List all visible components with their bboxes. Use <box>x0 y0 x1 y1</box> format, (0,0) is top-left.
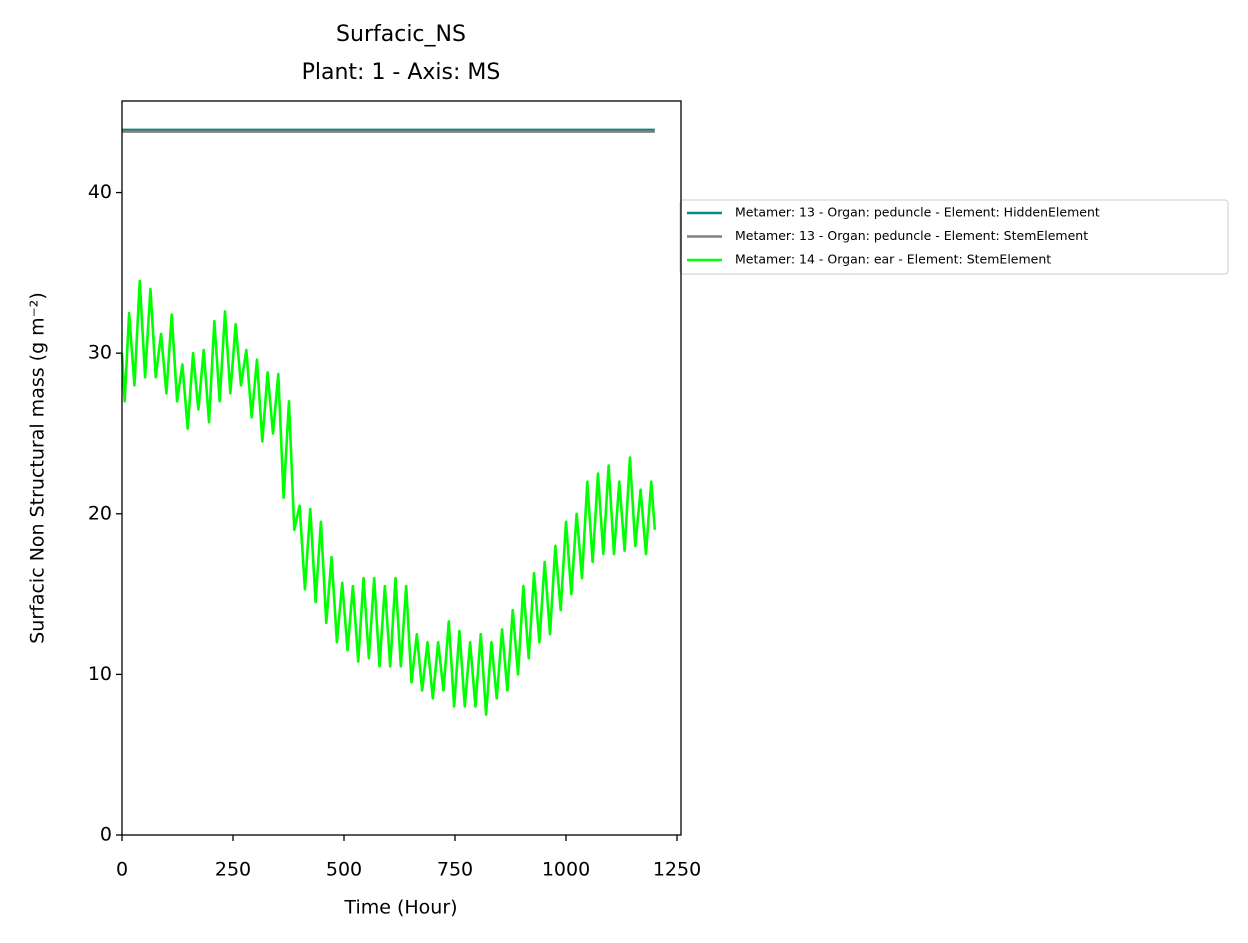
legend-label: Metamer: 13 - Organ: peduncle - Element:… <box>735 205 1100 220</box>
chart-title: Surfacic_NS <box>336 22 466 47</box>
x-tick-label: 1000 <box>542 859 590 881</box>
plot-frame <box>121 100 682 836</box>
x-tick-label: 0 <box>116 859 128 881</box>
y-tick-label: 40 <box>88 181 112 203</box>
y-axis-label: Surfacic Non Structural mass (g m⁻²) <box>27 292 49 644</box>
y-tick-label: 20 <box>88 502 112 524</box>
y-tick-label: 0 <box>100 824 112 846</box>
x-axis-label: Time (Hour) <box>343 897 457 919</box>
x-tick-label: 250 <box>215 859 251 881</box>
legend-box <box>679 199 1229 275</box>
legend-label: Metamer: 14 - Organ: ear - Element: Stem… <box>735 252 1051 267</box>
y-tick-label: 10 <box>88 663 112 685</box>
y-tick-label: 30 <box>88 342 112 364</box>
series-line <box>120 279 657 716</box>
x-tick-label: 1250 <box>653 859 701 881</box>
legend-label: Metamer: 13 - Organ: peduncle - Element:… <box>735 228 1088 243</box>
chart-subtitle: Plant: 1 - Axis: MS <box>302 60 501 85</box>
x-tick-label: 500 <box>326 859 362 881</box>
x-tick-label: 750 <box>437 859 473 881</box>
